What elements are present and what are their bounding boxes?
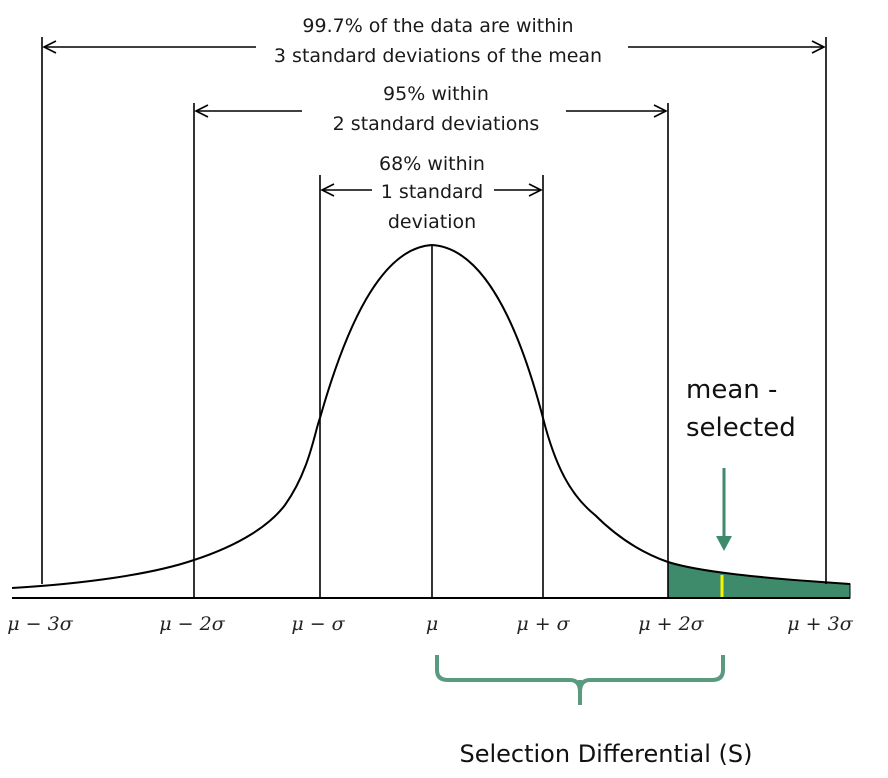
selection-differential-label: Selection Differential (S) [459, 740, 752, 768]
range2-label-line2: 2 standard deviations [333, 113, 540, 135]
range2-arrows [194, 104, 668, 118]
range2-label-line1: 95% within [383, 83, 489, 105]
axis-label-mu: μ [426, 613, 438, 635]
range1-label-line2: 1 standard [381, 181, 483, 203]
range1-label-line3: deviation [388, 211, 476, 233]
axis-label-mu-plus-sigma: μ + σ [516, 613, 570, 635]
range3-label-line1: 99.7% of the data are within [302, 15, 573, 37]
range1-label-line1: 68% within [379, 153, 485, 175]
selected-mean-callout-line2: selected [686, 413, 796, 443]
selected-mean-callout-line1: mean - [686, 375, 777, 405]
range3-label-line2: 3 standard deviations of the mean [274, 45, 602, 67]
range1-arrows [320, 183, 543, 197]
axis-label-mu-plus-2sigma: μ + 2σ [638, 613, 704, 635]
selected-mean-arrow [716, 468, 732, 551]
axis-label-mu-minus-sigma: μ − σ [291, 613, 345, 635]
selected-tail-shading [667, 561, 851, 599]
axis-label-mu-minus-2sigma: μ − 2σ [159, 613, 225, 635]
axis-label-mu-minus-3sigma: μ − 3σ [7, 613, 73, 635]
axis-label-mu-plus-3sigma: μ + 3σ [787, 613, 853, 635]
range3-arrows [42, 40, 826, 54]
